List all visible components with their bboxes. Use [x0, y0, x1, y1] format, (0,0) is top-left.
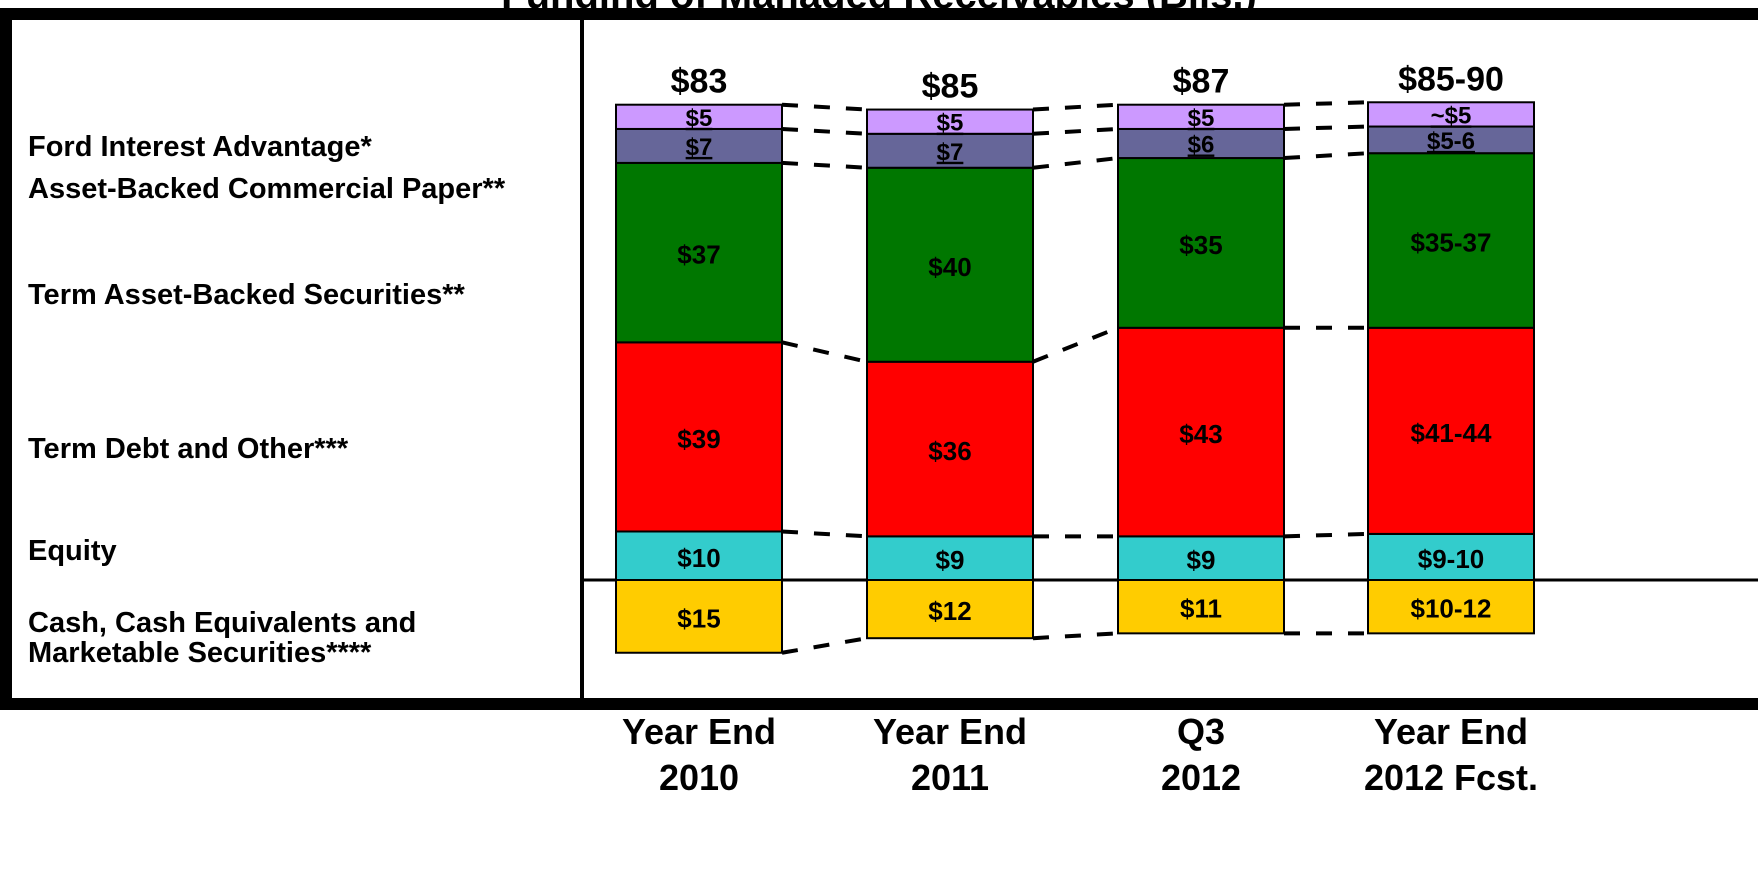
legend-label: Term Asset-Backed Securities**	[28, 279, 466, 311]
bar-segment	[866, 535, 1034, 581]
legend-label: Term Debt and Other***	[28, 433, 349, 465]
data-label: $9	[936, 545, 965, 575]
bar-segment	[1117, 579, 1285, 635]
connector-line	[781, 126, 868, 136]
legend-label: Equity	[28, 535, 117, 567]
connector-line	[781, 636, 868, 655]
total-label: $87	[1173, 63, 1230, 101]
data-label: $37	[677, 240, 720, 270]
connector-line	[1283, 124, 1369, 131]
connector-line	[1283, 151, 1369, 161]
connector-line	[1032, 102, 1119, 112]
data-label: $7	[937, 139, 964, 166]
bar-segment	[866, 579, 1034, 640]
category-label: 2012	[1161, 757, 1241, 798]
connector-line	[1032, 156, 1119, 170]
data-label: $5	[1188, 105, 1215, 132]
connector-line	[781, 160, 868, 170]
data-label: $7	[686, 134, 713, 161]
connector-line	[781, 529, 868, 539]
connector-line	[1283, 100, 1369, 107]
category-label: Year End	[1374, 711, 1528, 752]
data-label: $36	[928, 436, 971, 466]
data-label: ~$5	[1431, 102, 1472, 129]
bar-segment	[615, 127, 783, 164]
data-label: $39	[677, 424, 720, 454]
data-label: $35	[1179, 230, 1222, 260]
bar-segment	[866, 132, 1034, 169]
bar-segment	[866, 360, 1034, 538]
data-label: $41-44	[1411, 418, 1492, 448]
data-label: $6	[1188, 132, 1215, 159]
bar-segment	[1117, 103, 1285, 130]
legend-label: Asset-Backed Commercial Paper**	[28, 173, 506, 205]
total-labels: $83 $85 $87 $85-90	[671, 60, 1504, 105]
category-label: 2012 Fcst.	[1364, 757, 1538, 798]
connector-line	[781, 340, 868, 364]
bar-segment	[1367, 101, 1535, 128]
bar-segment	[615, 579, 783, 654]
data-label: $11	[1180, 594, 1222, 624]
legend-label: Cash, Cash Equivalents and	[28, 607, 416, 639]
bar-segments	[615, 101, 1535, 654]
total-label: $85	[922, 68, 979, 106]
x-axis-labels: Year End 2010 Year End 2011 Q3 2012 Year End 20…	[622, 711, 1538, 798]
data-label: $5	[937, 110, 964, 137]
category-label: Year End	[622, 711, 776, 752]
connector-line	[1032, 325, 1119, 364]
bar-segment	[1367, 125, 1535, 155]
bar-segment	[1117, 535, 1285, 581]
total-label: $83	[671, 63, 728, 101]
connector-line	[781, 102, 868, 112]
category-label: 2010	[659, 757, 739, 798]
bar-segment	[866, 166, 1034, 363]
chart-frame	[0, 8, 1758, 710]
connector-line	[1032, 631, 1119, 641]
category-label: Year End	[873, 711, 1027, 752]
bar-segment	[615, 103, 783, 130]
data-label: $35-37	[1411, 228, 1492, 258]
legend-label: Ford Interest Advantage*	[28, 131, 372, 163]
category-label: Q3	[1177, 711, 1225, 752]
data-label: $10	[677, 543, 720, 573]
bar-segment	[1117, 127, 1285, 160]
data-label: $10-12	[1411, 594, 1492, 624]
data-label: $43	[1179, 419, 1222, 449]
bar-segment	[1367, 326, 1535, 535]
data-label: $9	[1187, 545, 1216, 575]
data-label: $12	[928, 596, 971, 626]
segment-labels: $15$10$39$37$7$5$12$9$36$40$7$5$11$9$43$…	[677, 102, 1492, 633]
connector-line	[1283, 531, 1369, 539]
bar-segment	[615, 161, 783, 344]
bar-segment	[615, 530, 783, 581]
bar-segment	[1117, 157, 1285, 329]
bar-segment	[615, 341, 783, 533]
data-label: $5-6	[1427, 128, 1475, 155]
connector-line	[1032, 126, 1119, 136]
data-label: $5	[686, 105, 713, 132]
data-label: $9-10	[1418, 544, 1485, 574]
legend-label: Marketable Securities****	[28, 637, 372, 669]
data-label: $40	[928, 252, 971, 282]
connector-lines	[781, 100, 1369, 655]
bar-segment	[866, 108, 1034, 135]
bar-segment	[1117, 326, 1285, 538]
category-label: 2011	[911, 757, 989, 798]
bar-segment	[1367, 152, 1535, 329]
data-label: $15	[677, 603, 720, 633]
total-label: $85-90	[1398, 60, 1504, 98]
